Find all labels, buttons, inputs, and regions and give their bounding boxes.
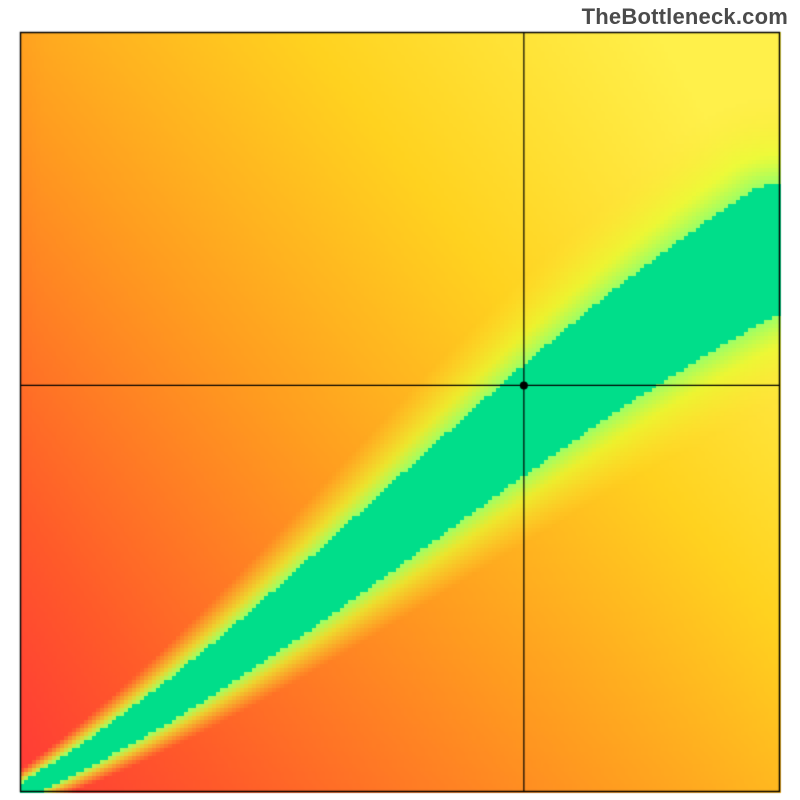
watermark-text: TheBottleneck.com <box>582 4 788 30</box>
chart-container: TheBottleneck.com <box>0 0 800 800</box>
bottleneck-heatmap <box>0 0 800 800</box>
